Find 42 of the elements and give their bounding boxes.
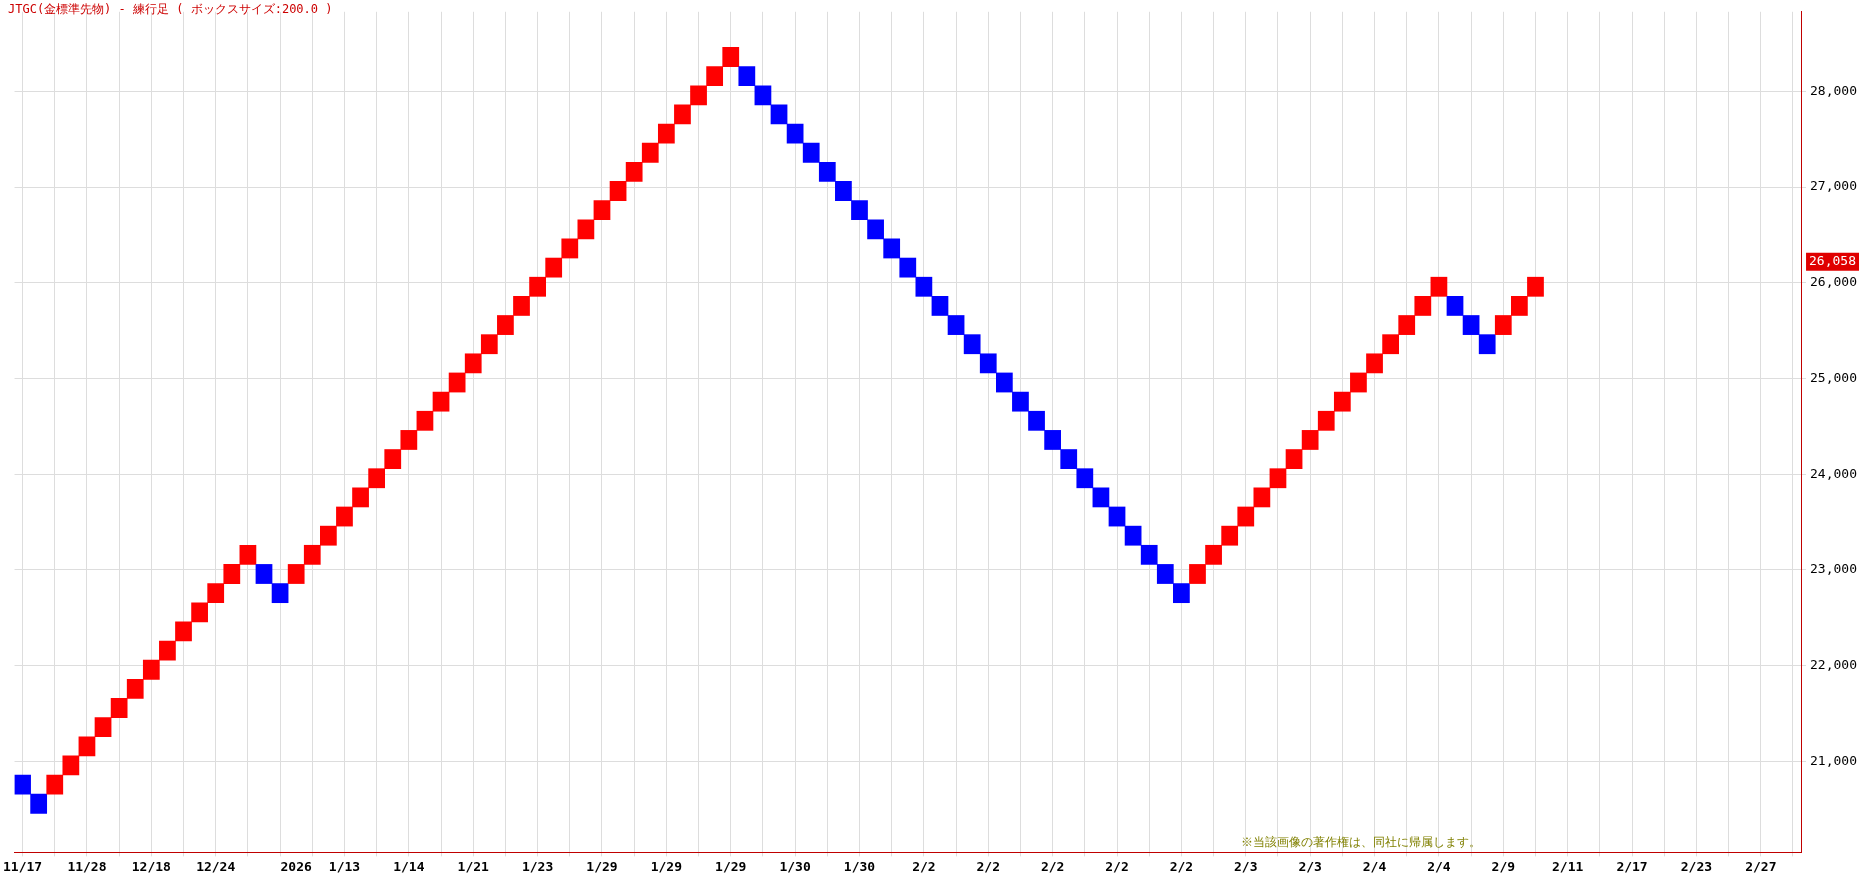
x-tick-label: 12/24 bbox=[196, 858, 236, 874]
x-tick-label: 2/3 bbox=[1234, 858, 1258, 874]
y-tick-label: 21,000 bbox=[1810, 752, 1858, 768]
x-tick-label: 2/2 bbox=[1105, 858, 1129, 874]
x-tick-label: 2/2 bbox=[1169, 858, 1194, 874]
x-tick-label: 2/23 bbox=[1680, 858, 1713, 874]
y-tick-label: 23,000 bbox=[1810, 561, 1858, 577]
x-tick-label: 2/11 bbox=[1552, 858, 1584, 874]
x-tick-label: 1/23 bbox=[521, 858, 554, 874]
bar bbox=[1108, 506, 1126, 527]
x-tick-label: 2/2 bbox=[912, 858, 936, 874]
x-tick-label: 1/29 bbox=[650, 858, 683, 874]
bar bbox=[786, 123, 804, 144]
x-tick-label: 1/29 bbox=[586, 858, 618, 874]
y-tick-label: 26,000 bbox=[1810, 274, 1858, 290]
x-tick-label: 2/4 bbox=[1362, 858, 1387, 874]
x-tick-label: 2/9 bbox=[1491, 858, 1516, 874]
bar bbox=[770, 104, 788, 125]
x-tick-label: 2/27 bbox=[1745, 858, 1777, 874]
y-tick-label: 24,000 bbox=[1810, 465, 1858, 481]
x-tick-label: 1/13 bbox=[328, 858, 361, 874]
x-tick-label: 2026 bbox=[280, 858, 312, 874]
x-tick-label: 1/29 bbox=[715, 858, 747, 874]
x-tick-label: 2/3 bbox=[1298, 858, 1322, 874]
annotation: ※当該画像の著作権は、同社に帰属します。 bbox=[1241, 834, 1482, 849]
x-tick-label: 2/2 bbox=[1040, 858, 1065, 874]
x-tick-label: 1/30 bbox=[843, 858, 876, 874]
x-tick-label: 1/21 bbox=[457, 858, 490, 874]
x-tick-label: 1/30 bbox=[779, 858, 811, 874]
x-tick-label: 11/17 bbox=[3, 858, 43, 874]
text: 26,058 bbox=[1809, 253, 1857, 269]
y-tick-label: 22,000 bbox=[1810, 657, 1858, 673]
y-tick-label: 28,000 bbox=[1810, 82, 1858, 98]
y-tick-label: 25,000 bbox=[1810, 369, 1858, 385]
x-tick-label: 1/14 bbox=[393, 858, 425, 874]
x-tick-label: 2/4 bbox=[1427, 858, 1451, 874]
x-tick-label: 11/28 bbox=[67, 858, 107, 874]
x-tick-label: 2/2 bbox=[976, 858, 1000, 874]
y-tick-label: 27,000 bbox=[1810, 178, 1858, 194]
x-tick-label: 12/18 bbox=[131, 858, 172, 874]
chart-title: JTGC(金標準先物) - 練行足 ( ボックスサイズ:200.0 ) bbox=[8, 2, 333, 17]
x-tick-label: 2/17 bbox=[1616, 858, 1648, 874]
